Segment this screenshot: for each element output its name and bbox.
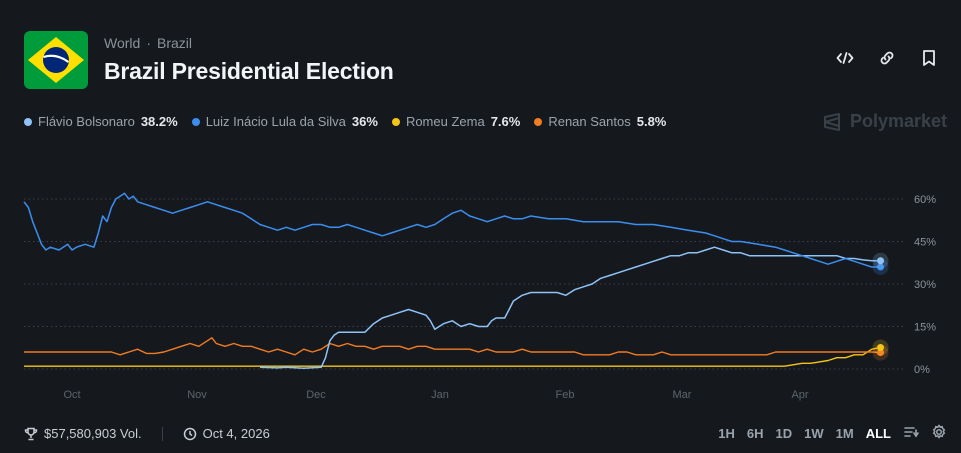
- series-end-dot: [877, 343, 885, 351]
- legend-name: Romeu Zema: [405, 114, 485, 129]
- legend-item: Romeu Zema 7.6%: [391, 114, 521, 129]
- legend-swatch: [24, 117, 32, 126]
- series-line: [24, 346, 881, 367]
- range-1d[interactable]: 1D: [775, 426, 793, 441]
- trophy-icon: [24, 427, 38, 440]
- y-tick-label: 15%: [914, 322, 936, 334]
- y-tick-label: 60%: [914, 194, 936, 206]
- series-end-dot: [877, 349, 885, 357]
- x-tick-label: Nov: [187, 389, 207, 401]
- series-line: [23, 192, 881, 268]
- breadcrumb-world[interactable]: World: [104, 35, 141, 51]
- series-end-dot: [877, 257, 885, 265]
- clock-icon: [183, 427, 196, 440]
- legend-pct: 36%: [351, 114, 378, 129]
- settings-gear-icon[interactable]: [931, 424, 947, 443]
- x-tick-label: Dec: [306, 389, 326, 401]
- header-actions: [835, 48, 939, 68]
- link-icon[interactable]: [877, 48, 897, 68]
- breadcrumb: World · Brazil: [104, 35, 192, 51]
- market-stats: $57,580,903 Vol. Oct 4, 2026: [24, 426, 270, 441]
- legend-pct: 7.6%: [490, 114, 521, 129]
- time-range-selector: 1H 6H 1D 1W 1M ALL: [718, 424, 947, 443]
- x-tick-label: Apr: [791, 389, 808, 401]
- brazil-flag-icon: [24, 31, 88, 89]
- legend-name: Flávio Bolsonaro: [38, 114, 135, 129]
- y-tick-label: 30%: [914, 279, 936, 291]
- legend-swatch: [391, 117, 400, 126]
- volume-text: $57,580,903 Vol.: [44, 426, 142, 441]
- legend-item: Luiz Inácio Lula da Silva 36%: [191, 114, 378, 129]
- legend-item: Renan Santos 5.8%: [534, 114, 666, 129]
- price-chart[interactable]: 60% 45% 30% 15% 0% Oct Nov Dec Jan Feb Mar Apr: [0, 180, 961, 410]
- series-line: [259, 246, 881, 369]
- chart-legend: Flávio Bolsonaro 38.2% Luiz Inácio Lula …: [24, 114, 666, 129]
- legend-item: Flávio Bolsonaro 38.2%: [24, 114, 178, 129]
- breadcrumb-brazil[interactable]: Brazil: [156, 35, 192, 51]
- end-date-text: Oct 4, 2026: [202, 426, 270, 441]
- series-end-dot: [877, 263, 885, 271]
- y-tick-label: 0%: [914, 364, 930, 376]
- series-line: [24, 337, 881, 356]
- end-date-stat: Oct 4, 2026: [183, 426, 270, 441]
- x-tick-label: Mar: [673, 389, 692, 401]
- legend-swatch: [534, 117, 543, 126]
- range-all[interactable]: ALL: [865, 426, 891, 441]
- range-1h[interactable]: 1H: [718, 426, 735, 441]
- divider: [161, 426, 163, 441]
- page-title: Brazil Presidential Election: [104, 58, 394, 84]
- y-tick-label: 45%: [914, 237, 936, 249]
- x-tick-label: Oct: [63, 389, 80, 401]
- x-tick-label: Feb: [556, 389, 575, 401]
- legend-pct: 38.2%: [140, 114, 178, 129]
- brand-name: Polymarket: [849, 111, 947, 131]
- x-tick-label: Jan: [431, 389, 449, 401]
- bookmark-icon[interactable]: [919, 48, 939, 68]
- range-6h[interactable]: 6H: [746, 426, 764, 441]
- polymarket-logo-icon: [823, 112, 840, 131]
- range-1w[interactable]: 1W: [804, 426, 824, 441]
- polymarket-logo: Polymarket: [822, 111, 947, 132]
- legend-name: Renan Santos: [548, 114, 631, 129]
- embed-icon[interactable]: [835, 48, 855, 68]
- legend-pct: 5.8%: [636, 114, 667, 129]
- volume-stat: $57,580,903 Vol.: [24, 426, 142, 441]
- legend-name: Luiz Inácio Lula da Silva: [205, 114, 346, 129]
- range-1m[interactable]: 1M: [835, 426, 854, 441]
- legend-swatch: [191, 117, 200, 126]
- sort-icon[interactable]: [903, 424, 919, 443]
